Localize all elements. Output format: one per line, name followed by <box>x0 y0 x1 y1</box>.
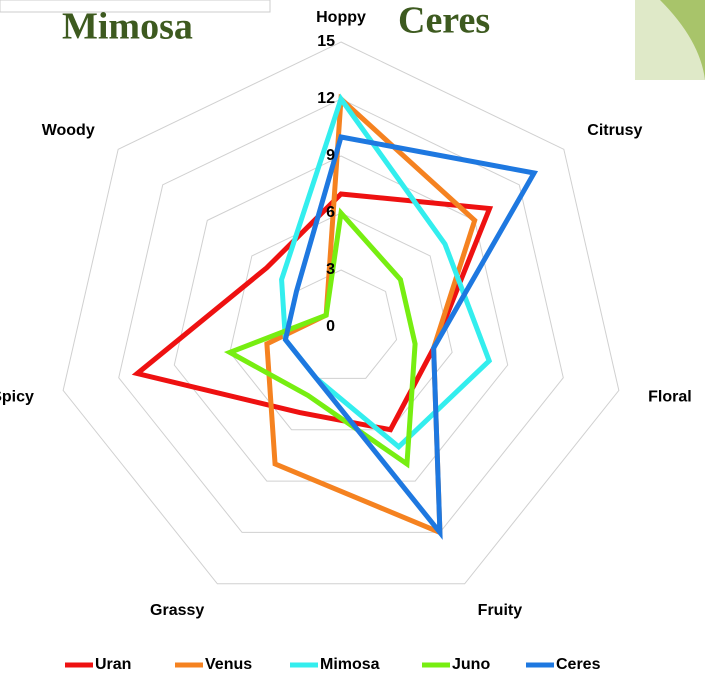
legend-label: Mimosa <box>320 656 380 673</box>
legend-label: Venus <box>205 656 252 673</box>
tick-label: 6 <box>326 204 335 221</box>
tick-label: 12 <box>317 90 335 107</box>
series-line <box>230 213 415 464</box>
series-line <box>282 99 490 447</box>
legend-label: Uran <box>95 656 131 673</box>
legend-label: Ceres <box>556 656 601 673</box>
series-line <box>267 99 475 532</box>
tick-label: 15 <box>317 33 335 50</box>
tick-label: 9 <box>326 147 335 164</box>
slide-title: Mimosa <box>62 6 193 48</box>
category-label: Spicy <box>0 388 34 405</box>
chart: Mimosa Ceres Hoppy Citrusy Floral Fruity Gra… <box>0 0 705 679</box>
category-label: Woody <box>42 122 95 139</box>
category-label: Floral <box>648 388 692 405</box>
category-label: Hoppy <box>316 9 366 26</box>
category-label: Fruity <box>478 602 523 619</box>
tick-label: 3 <box>326 261 335 278</box>
slide-title: Ceres <box>398 0 490 42</box>
category-label: Citrusy <box>587 122 642 139</box>
category-label: Grassy <box>150 602 204 619</box>
tick-label: 0 <box>326 318 335 335</box>
legend-label: Juno <box>452 656 490 673</box>
